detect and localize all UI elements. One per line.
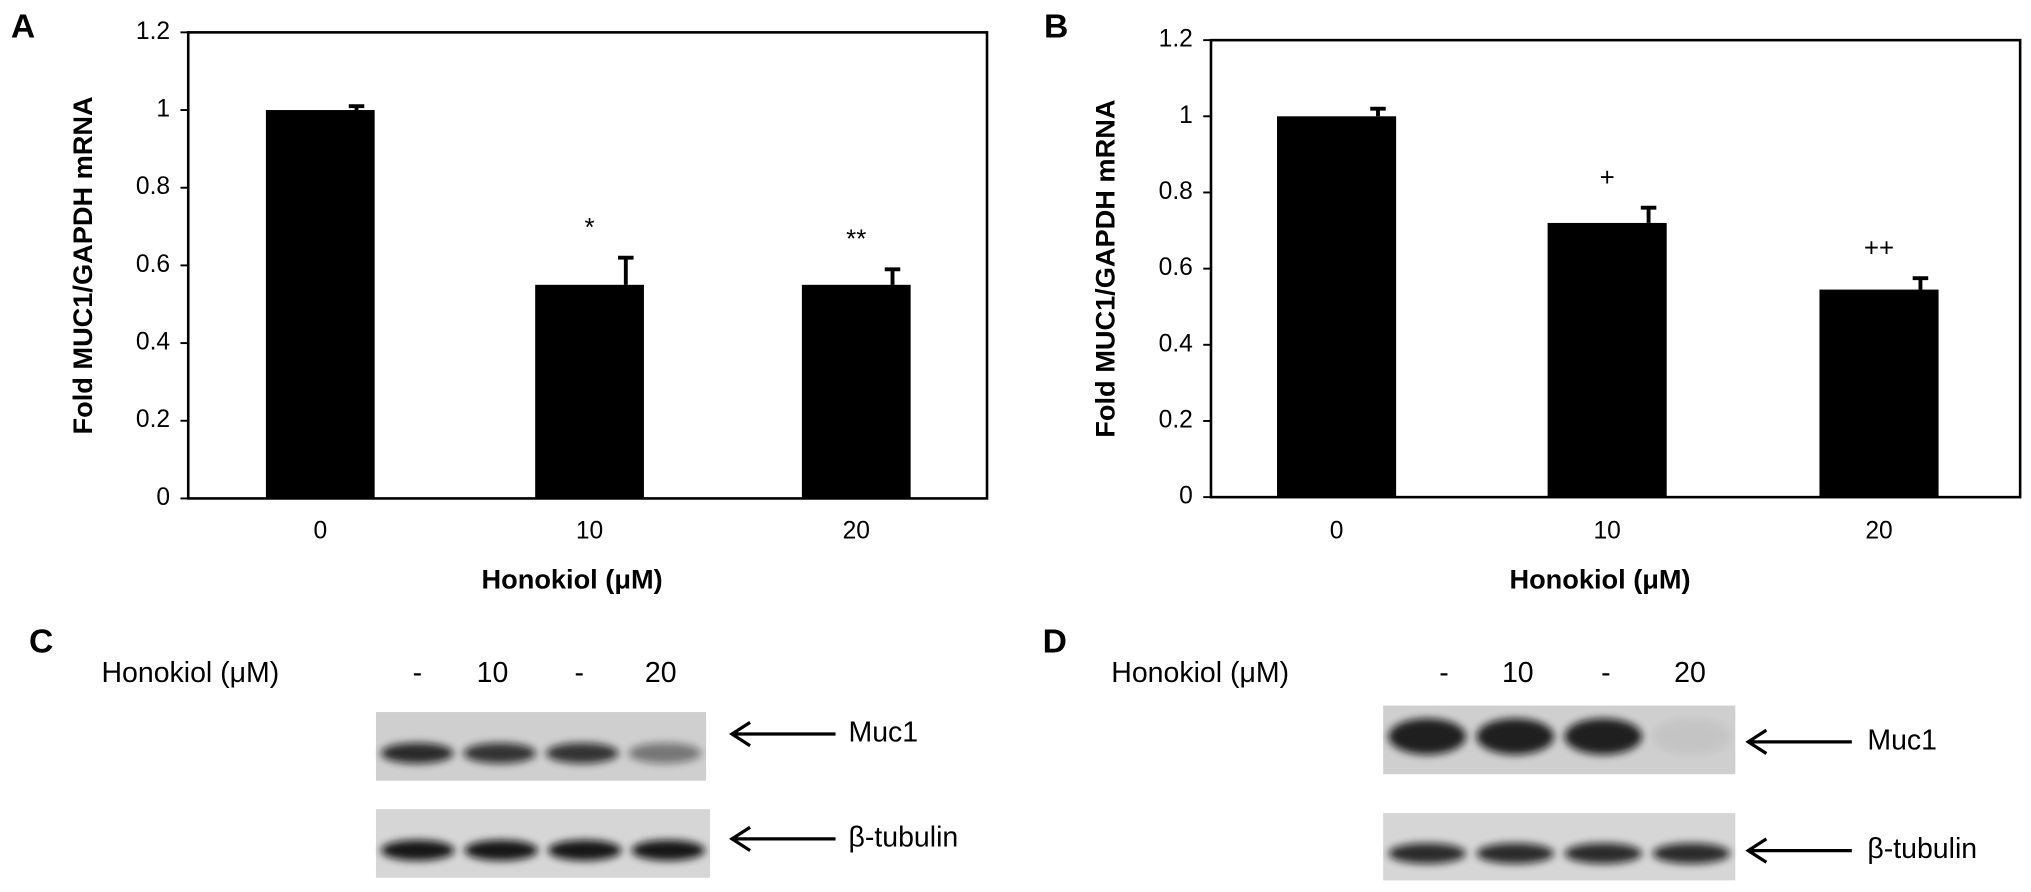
bar xyxy=(801,284,911,499)
blot-band xyxy=(631,839,705,861)
blot-band xyxy=(628,742,702,764)
blot-band xyxy=(1652,843,1731,864)
error-bar xyxy=(618,255,634,285)
bar xyxy=(535,284,644,499)
lane-label: - xyxy=(1439,657,1448,689)
lane-label: 20 xyxy=(645,657,677,689)
lane-label: 20 xyxy=(1674,657,1706,689)
blot-band xyxy=(463,742,537,764)
lane-label: - xyxy=(413,657,422,689)
band-label: Muc1 xyxy=(1867,724,1937,756)
y-tick-label: 0 xyxy=(156,484,170,511)
arrow xyxy=(728,721,836,748)
blot-band xyxy=(464,839,538,861)
blot-band xyxy=(1476,843,1554,864)
significance-mark: ++ xyxy=(1864,235,1894,263)
blot-band xyxy=(1388,718,1466,755)
lane-label: - xyxy=(574,657,583,689)
y-tick-label: 1 xyxy=(1179,102,1193,129)
x-tick-label: 20 xyxy=(1865,518,1892,545)
y-tick-label: 0.4 xyxy=(1159,330,1193,357)
x-tick-label: 0 xyxy=(1330,518,1344,545)
x-tick-label: 20 xyxy=(843,518,870,545)
blot-band xyxy=(380,839,455,861)
y-tick-label: 1.2 xyxy=(1159,26,1193,53)
panel-label: D xyxy=(1043,623,1067,660)
y-tick-label: 0.4 xyxy=(136,329,170,356)
y-axis-label: Fold MUC1/GAPDH mRNA xyxy=(67,96,98,434)
band-label: β-tubulin xyxy=(1867,833,1977,865)
band-label: Muc1 xyxy=(848,717,918,749)
chart: B Fold MUC1/GAPDH mRNA Honokiol (μM) 0 0.2 0.… xyxy=(1044,8,2022,594)
blot-band xyxy=(1564,843,1642,864)
band-label: β-tubulin xyxy=(848,821,958,853)
y-tick-label: 0.2 xyxy=(136,406,170,433)
blot-band xyxy=(1476,718,1554,755)
y-tick-label: 0.8 xyxy=(1159,178,1193,205)
x-tick-label: 10 xyxy=(576,518,603,545)
blot-band xyxy=(545,742,619,764)
y-tick-label: 0.6 xyxy=(1159,254,1193,281)
error-bar xyxy=(348,104,365,111)
blot-band xyxy=(1388,843,1466,864)
blot-band xyxy=(547,839,622,861)
error-bar xyxy=(1912,276,1929,290)
bar xyxy=(1819,289,1939,498)
error-bar xyxy=(1640,205,1657,223)
panel-label: C xyxy=(29,623,53,660)
blot-panel: D Honokiol (μM) - 10 - 20 Muc1 β-tubulin xyxy=(1043,623,1977,881)
error-bar xyxy=(884,267,901,285)
significance-mark: * xyxy=(585,214,595,242)
y-tick-label: 0.6 xyxy=(136,251,170,278)
blot-panel: C Honokiol (μM) - 10 - 20 Muc1 β-tubulin xyxy=(29,623,958,878)
y-tick-label: 1.2 xyxy=(136,18,170,45)
bar xyxy=(1277,116,1397,498)
y-axis-label: Fold MUC1/GAPDH mRNA xyxy=(1090,100,1121,438)
y-tick-label: 1 xyxy=(156,96,170,123)
x-axis-label: Honokiol (μM) xyxy=(1509,563,1690,594)
y-tick-label: 0.2 xyxy=(1159,406,1193,433)
lane-label: 10 xyxy=(477,657,509,689)
error-bar xyxy=(1370,106,1386,117)
blot-band xyxy=(380,742,454,764)
chart: A Fold MUC1/GAPDH mRNA Honokiol (μM) 0 0.2 0.… xyxy=(11,8,989,594)
panel-label: A xyxy=(11,8,35,45)
treatment-label: Honokiol (μM) xyxy=(1111,657,1289,689)
lane-label: - xyxy=(1601,657,1610,689)
lane-label: 10 xyxy=(1502,657,1534,689)
significance-mark: ** xyxy=(846,226,866,254)
significance-mark: + xyxy=(1600,164,1615,192)
blot-band xyxy=(1652,718,1731,755)
arrow xyxy=(1745,728,1852,755)
y-tick-label: 0.8 xyxy=(136,173,170,200)
panel-label: B xyxy=(1044,8,1068,45)
y-tick-label: 0 xyxy=(1179,483,1193,510)
treatment-label: Honokiol (μM) xyxy=(101,657,279,689)
x-axis-label: Honokiol (μM) xyxy=(482,563,663,594)
x-tick-label: 0 xyxy=(313,518,327,545)
blot-band xyxy=(1564,718,1642,755)
arrow xyxy=(1745,837,1852,864)
bar xyxy=(1547,222,1667,498)
arrow xyxy=(728,825,836,852)
bar xyxy=(265,110,375,499)
x-tick-label: 10 xyxy=(1593,518,1620,545)
